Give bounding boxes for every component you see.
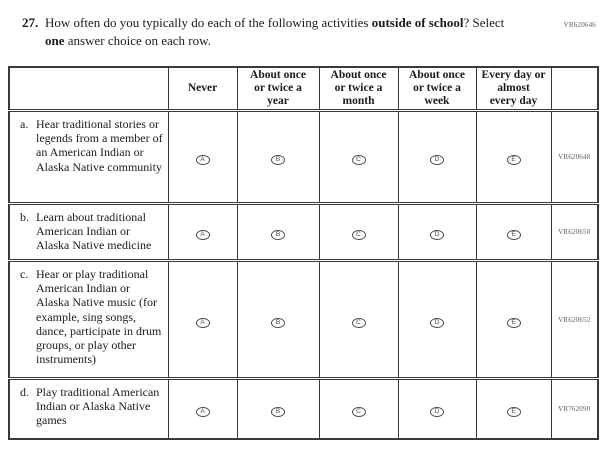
row-code: VR762090 <box>550 377 599 440</box>
column-header-line: About once <box>250 69 306 82</box>
answer-bubble[interactable]: D <box>430 317 444 328</box>
frequency-matrix-table: Never About once or twice a year About o… <box>8 66 599 440</box>
header-stub-cell <box>8 66 169 113</box>
row-label-cell: a. Hear traditional stories or legends f… <box>8 109 169 205</box>
question-text-bold: one <box>45 32 65 48</box>
column-header-line: month <box>342 95 375 108</box>
answer-bubble[interactable]: C <box>351 406 366 417</box>
row-text: Play traditional American Indian or Alas… <box>36 385 160 428</box>
answer-bubble[interactable]: B <box>271 155 285 166</box>
table-row-b: b. Learn about traditional American Indi… <box>8 202 599 262</box>
column-header-line: every day <box>489 95 538 108</box>
column-header-line: About once <box>330 69 387 82</box>
question-text-bold: outside of school <box>371 15 464 30</box>
column-header-once-twice-year: About once or twice a year <box>236 66 320 113</box>
answer-bubble[interactable]: B <box>271 406 285 417</box>
header-code-cell <box>550 66 599 113</box>
answer-bubble[interactable]: E <box>506 406 521 417</box>
answer-cell-never: A <box>167 377 238 440</box>
header-row: Never About once or twice a year About o… <box>8 66 599 113</box>
answer-cell-month: C <box>318 259 399 380</box>
question-number: 27. <box>22 15 39 30</box>
row-letter: a. <box>20 117 29 132</box>
answer-cell-month: C <box>318 202 399 262</box>
answer-cell-week: D <box>397 377 477 440</box>
answer-bubble[interactable]: D <box>430 230 444 241</box>
answer-bubble[interactable]: E <box>506 317 521 328</box>
answer-cell-never: A <box>167 202 238 262</box>
column-header-line: year <box>267 95 289 108</box>
row-letter: c. <box>20 267 29 282</box>
column-header-line: Every day or <box>481 69 546 82</box>
answer-cell-year: B <box>236 202 320 262</box>
row-text: Hear traditional stories or legends from… <box>36 117 163 174</box>
column-header-never: Never <box>167 66 238 113</box>
column-header-line: or twice a <box>254 82 302 95</box>
answer-cell-month: C <box>318 109 399 205</box>
question-text-part: How often do you typically do each of th… <box>45 15 372 30</box>
answer-cell-year: B <box>236 259 320 380</box>
row-code: VR620652 <box>550 259 599 380</box>
row-code: VR620648 <box>550 109 599 205</box>
row-label-cell: c. Hear or play traditional American Ind… <box>8 259 169 380</box>
table-row-d: d. Play traditional American Indian or A… <box>8 377 599 440</box>
question-text-part: ? Select <box>463 15 505 30</box>
answer-bubble[interactable]: A <box>195 406 210 417</box>
answer-cell-week: D <box>397 109 477 205</box>
row-letter: b. <box>20 210 29 225</box>
answer-cell-everyday: E <box>475 202 552 262</box>
answer-cell-week: D <box>397 202 477 262</box>
column-header-line: almost <box>497 82 530 95</box>
answer-bubble[interactable]: B <box>271 317 285 328</box>
answer-bubble[interactable]: C <box>351 317 366 328</box>
row-code: VR620650 <box>550 202 599 262</box>
answer-cell-year: B <box>236 377 320 440</box>
row-text: Hear or play traditional American Indian… <box>36 267 162 367</box>
form-code-top: VR620646 <box>563 21 596 29</box>
row-label-cell: d. Play traditional American Indian or A… <box>8 377 169 440</box>
answer-bubble[interactable]: E <box>506 155 521 166</box>
column-header-once-twice-week: About once or twice a week <box>397 66 477 113</box>
answer-cell-year: B <box>236 109 320 205</box>
column-header-line: Never <box>187 82 218 95</box>
column-header-line: or twice a <box>413 82 461 95</box>
answer-bubble[interactable]: E <box>506 230 521 241</box>
question-block: 27. How often do you typically do each o… <box>22 14 565 49</box>
answer-cell-week: D <box>397 259 477 380</box>
answer-bubble[interactable]: C <box>351 230 366 241</box>
answer-cell-everyday: E <box>475 259 552 380</box>
question-text-part: answer choice on each row. <box>64 32 211 48</box>
column-header-line: About once <box>409 69 465 82</box>
answer-bubble[interactable]: A <box>195 155 210 166</box>
column-header-line: or twice a <box>334 82 383 95</box>
row-text: Learn about traditional American Indian … <box>36 210 152 253</box>
answer-cell-month: C <box>318 377 399 440</box>
column-header-line: week <box>424 95 450 108</box>
column-header-every-day: Every day or almost every day <box>475 66 552 113</box>
column-header-once-twice-month: About once or twice a month <box>318 66 399 113</box>
table-row-a: a. Hear traditional stories or legends f… <box>8 109 599 205</box>
answer-bubble[interactable]: D <box>430 406 444 417</box>
table-row-c: c. Hear or play traditional American Ind… <box>8 259 599 380</box>
answer-cell-everyday: E <box>475 109 552 205</box>
question-text: How often do you typically do each of th… <box>45 14 504 49</box>
answer-bubble[interactable]: D <box>430 155 444 166</box>
answer-bubble[interactable]: B <box>271 230 285 241</box>
row-letter: d. <box>20 385 29 400</box>
answer-bubble[interactable]: A <box>195 230 210 241</box>
row-label-cell: b. Learn about traditional American Indi… <box>8 202 169 262</box>
answer-bubble[interactable]: C <box>351 155 366 166</box>
answer-cell-never: A <box>167 259 238 380</box>
answer-bubble[interactable]: A <box>195 317 210 328</box>
answer-cell-never: A <box>167 109 238 205</box>
answer-cell-everyday: E <box>475 377 552 440</box>
